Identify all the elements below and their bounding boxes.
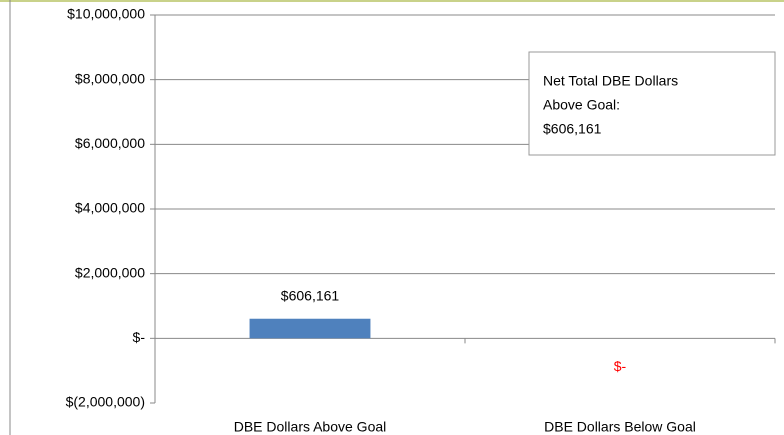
y-tick-label: $4,000,000 — [75, 200, 145, 216]
annotation-box: Net Total DBE Dollars Above Goal: $606,1… — [528, 51, 776, 156]
annotation-line: Above Goal: — [543, 97, 620, 113]
y-tick-label: $- — [133, 329, 146, 345]
x-tick-label: DBE Dollars Above Goal — [234, 419, 387, 435]
y-tick-label: $8,000,000 — [75, 70, 145, 86]
annotation-frame — [528, 51, 776, 156]
y-tick-label: $2,000,000 — [75, 264, 145, 280]
y-tick-label: $(2,000,000) — [66, 394, 145, 410]
top-border — [0, 0, 784, 2]
bar — [249, 318, 371, 339]
data-label: $- — [614, 358, 627, 374]
annotation-line: Net Total DBE Dollars — [543, 73, 678, 89]
x-tick-label: DBE Dollars Below Goal — [544, 419, 696, 435]
data-label: $606,161 — [281, 287, 340, 303]
y-tick-label: $10,000,000 — [67, 6, 145, 22]
annotation-line: $606,161 — [543, 121, 602, 137]
y-tick-label: $6,000,000 — [75, 135, 145, 151]
